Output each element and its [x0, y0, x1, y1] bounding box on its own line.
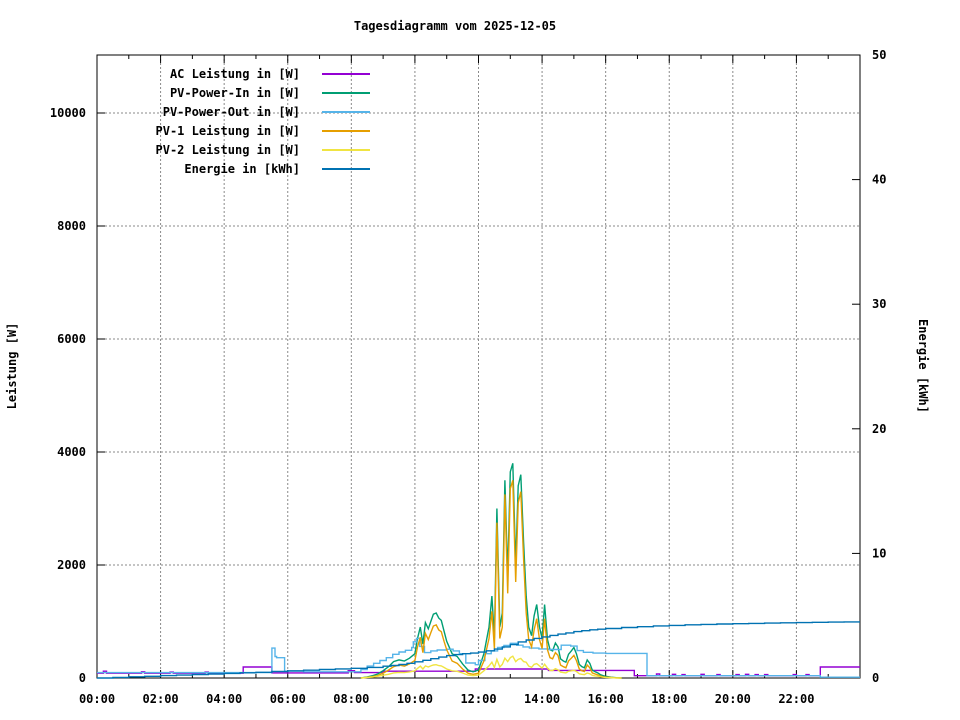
- x-tick-label: 06:00: [270, 692, 306, 706]
- x-tick-label: 12:00: [460, 692, 496, 706]
- x-tick-label: 10:00: [397, 692, 433, 706]
- y2-tick-label: 40: [872, 173, 886, 187]
- grid-layer: [97, 55, 860, 678]
- legend-label: AC Leistung in [W]: [170, 67, 300, 81]
- legend-item-pv-power-out-in-w: PV-Power-Out in [W]: [163, 105, 370, 119]
- x-tick-label: 16:00: [588, 692, 624, 706]
- legend: AC Leistung in [W] PV-Power-In in [W] PV-P…: [156, 67, 370, 176]
- legend-item-pv-1-leistung-in-w: PV-1 Leistung in [W]: [156, 124, 370, 138]
- y2-tick-label: 20: [872, 422, 886, 436]
- series-layer: [97, 463, 860, 679]
- y2-tick-label: 10: [872, 546, 886, 560]
- y1-tick-label: 6000: [57, 332, 86, 346]
- x-tick-label: 00:00: [79, 692, 115, 706]
- legend-item-energie-in-kwh: Energie in [kWh]: [184, 162, 370, 176]
- chart-title: Tagesdiagramm vom 2025-12-05: [354, 19, 556, 33]
- y1-tick-label: 0: [79, 671, 86, 685]
- y2-tick-label: 30: [872, 297, 886, 311]
- legend-item-pv-2-leistung-in-w: PV-2 Leistung in [W]: [156, 143, 370, 157]
- x-tick-label: 18:00: [651, 692, 687, 706]
- legend-item-pv-power-in-in-w: PV-Power-In in [W]: [170, 86, 370, 100]
- y2-tick-label: 0: [872, 671, 879, 685]
- x-tick-label: 22:00: [778, 692, 814, 706]
- series-line-pv-power-in-in-w: [360, 463, 622, 679]
- y1-tick-label: 10000: [50, 106, 86, 120]
- series-line-pv-2-leistung-in-w: [360, 655, 622, 679]
- series-line-pv-power-out-in-w: [97, 637, 860, 678]
- y1-tick-label: 4000: [57, 445, 86, 459]
- series-line-energie-in-kwh: [97, 621, 860, 679]
- x-tick-label: 08:00: [333, 692, 369, 706]
- y1-axis-label: Leistung [W]: [5, 323, 19, 410]
- legend-item-ac-leistung-in-w: AC Leistung in [W]: [170, 67, 370, 81]
- y1-tick-label: 2000: [57, 558, 86, 572]
- series-line-pv-1-leistung-in-w: [360, 480, 622, 679]
- legend-label: PV-1 Leistung in [W]: [156, 124, 301, 138]
- legend-label: PV-2 Leistung in [W]: [156, 143, 301, 157]
- legend-label: PV-Power-In in [W]: [170, 86, 300, 100]
- x-tick-label: 02:00: [143, 692, 179, 706]
- x-tick-label: 04:00: [206, 692, 242, 706]
- x-tick-label: 14:00: [524, 692, 560, 706]
- x-tick-label: 20:00: [715, 692, 751, 706]
- legend-label: Energie in [kWh]: [184, 162, 300, 176]
- axes-layer: 00:00 02:00 04:00 06:00 08:00 10:00 12:00 14:00…: [50, 48, 887, 706]
- legend-label: PV-Power-Out in [W]: [163, 105, 300, 119]
- y2-axis-label: Energie [kWh]: [916, 319, 930, 413]
- y2-tick-label: 50: [872, 48, 886, 62]
- y1-tick-label: 8000: [57, 219, 86, 233]
